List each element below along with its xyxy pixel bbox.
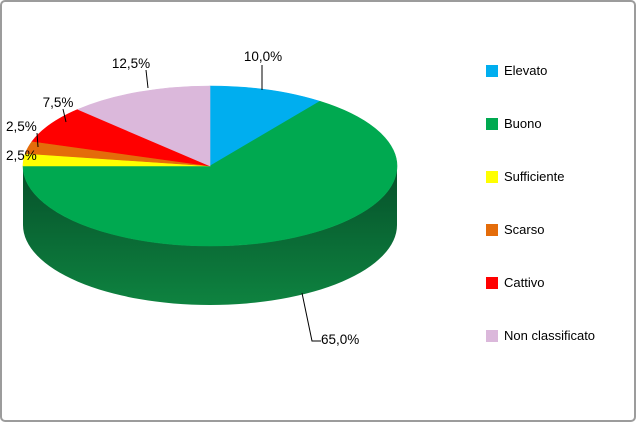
legend-label-scarso: Scarso [504, 222, 545, 237]
leader-line-non-classificato [145, 69, 149, 89]
legend-label-cattivo: Cattivo [504, 275, 545, 290]
data-label-cattivo: 7,5% [43, 95, 74, 110]
legend-label-non-classificato: Non classificato [504, 328, 596, 343]
legend-swatch-non-classificato [486, 329, 498, 342]
legend-item-cattivo: Cattivo [486, 256, 595, 309]
pie-slice-non-classificato [77, 85, 211, 167]
data-label-non-classificato: 12,5% [112, 56, 150, 71]
legend-item-elevato: Elevato [486, 44, 595, 97]
legend-item-non-classificato: Non classificato [486, 309, 595, 362]
legend-swatch-elevato [486, 64, 498, 77]
legend-swatch-buono [486, 117, 498, 130]
pie-side-buono [23, 166, 397, 305]
legend-swatch-scarso [486, 223, 498, 236]
leader-line-scarso [36, 132, 39, 148]
data-label-buono: 65,0% [321, 332, 359, 347]
legend-label-sufficiente: Sufficiente [504, 169, 565, 184]
legend-swatch-sufficiente [486, 170, 498, 183]
legend-label-buono: Buono [504, 116, 542, 131]
legend-label-elevato: Elevato [504, 63, 548, 78]
leader-line-buono [301, 292, 321, 342]
pie-slice-buono [22, 100, 398, 247]
pie-slice-elevato [209, 85, 321, 167]
legend-item-buono: Buono [486, 97, 595, 150]
legend-swatch-cattivo [486, 276, 498, 289]
data-label-sufficiente: 2,5% [6, 148, 37, 163]
data-label-elevato: 10,0% [244, 49, 282, 64]
legend-item-sufficiente: Sufficiente [486, 150, 595, 203]
leader-line-cattivo [62, 108, 67, 123]
legend-item-scarso: Scarso [486, 203, 595, 256]
data-label-scarso: 2,5% [6, 119, 37, 134]
chart-legend: Elevato Buono Sufficiente Scarso Cattivo… [486, 44, 595, 362]
